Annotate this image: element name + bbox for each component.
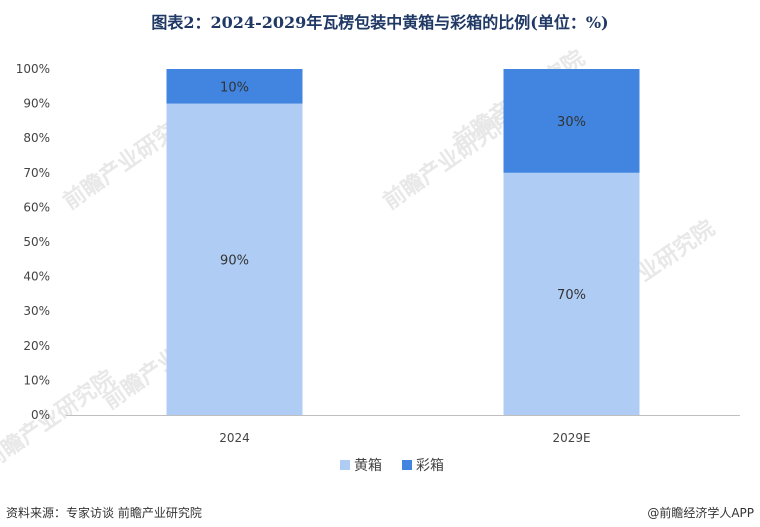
y-tick-label: 60% (23, 200, 50, 214)
legend-label: 彩箱 (416, 458, 444, 474)
bar-segment (166, 69, 303, 104)
bar-data-label: 30% (557, 115, 586, 130)
y-tick-label: 80% (23, 131, 50, 145)
x-axis-ticks: 2024 2029E (219, 431, 590, 445)
x-tick-label: 2024 (219, 431, 250, 445)
bar-segment (503, 69, 640, 173)
bar-segment (166, 103, 303, 415)
legend-swatch (402, 460, 412, 470)
y-tick-label: 50% (23, 235, 50, 249)
y-tick-label: 10% (23, 373, 50, 387)
y-tick-label: 30% (23, 304, 50, 318)
legend: 黄箱 彩箱 (340, 457, 444, 474)
y-tick-label: 70% (23, 166, 50, 180)
bar-data-label: 90% (220, 253, 249, 268)
bar-data-label: 70% (557, 288, 586, 303)
source-note: 资料来源：专家访谈 前瞻产业研究院 (6, 506, 202, 520)
y-tick-label: 0% (31, 408, 50, 422)
x-tick-label: 2029E (552, 431, 590, 445)
legend-label: 黄箱 (354, 457, 382, 474)
y-tick-label: 100% (16, 62, 50, 76)
bar-data-label: 10% (220, 80, 249, 95)
brand-credit: @前瞻经济学人APP (647, 506, 754, 520)
y-tick-label: 20% (23, 339, 50, 353)
chart-title: 图表2：2024-2029年瓦楞包装中黄箱与彩箱的比例(单位：%) (151, 13, 609, 32)
y-tick-label: 90% (23, 97, 50, 111)
y-axis-ticks: 0% 10% 20% 30% 40% 50% 60% 70% 80% 90% 100% (16, 62, 50, 422)
legend-swatch (340, 460, 350, 470)
bar-segment (503, 172, 640, 415)
bars-layer: 90% 10% 70% 30% (166, 69, 640, 415)
watermark-text: 前瞻产业研究院 (0, 365, 120, 475)
y-tick-label: 40% (23, 270, 50, 284)
